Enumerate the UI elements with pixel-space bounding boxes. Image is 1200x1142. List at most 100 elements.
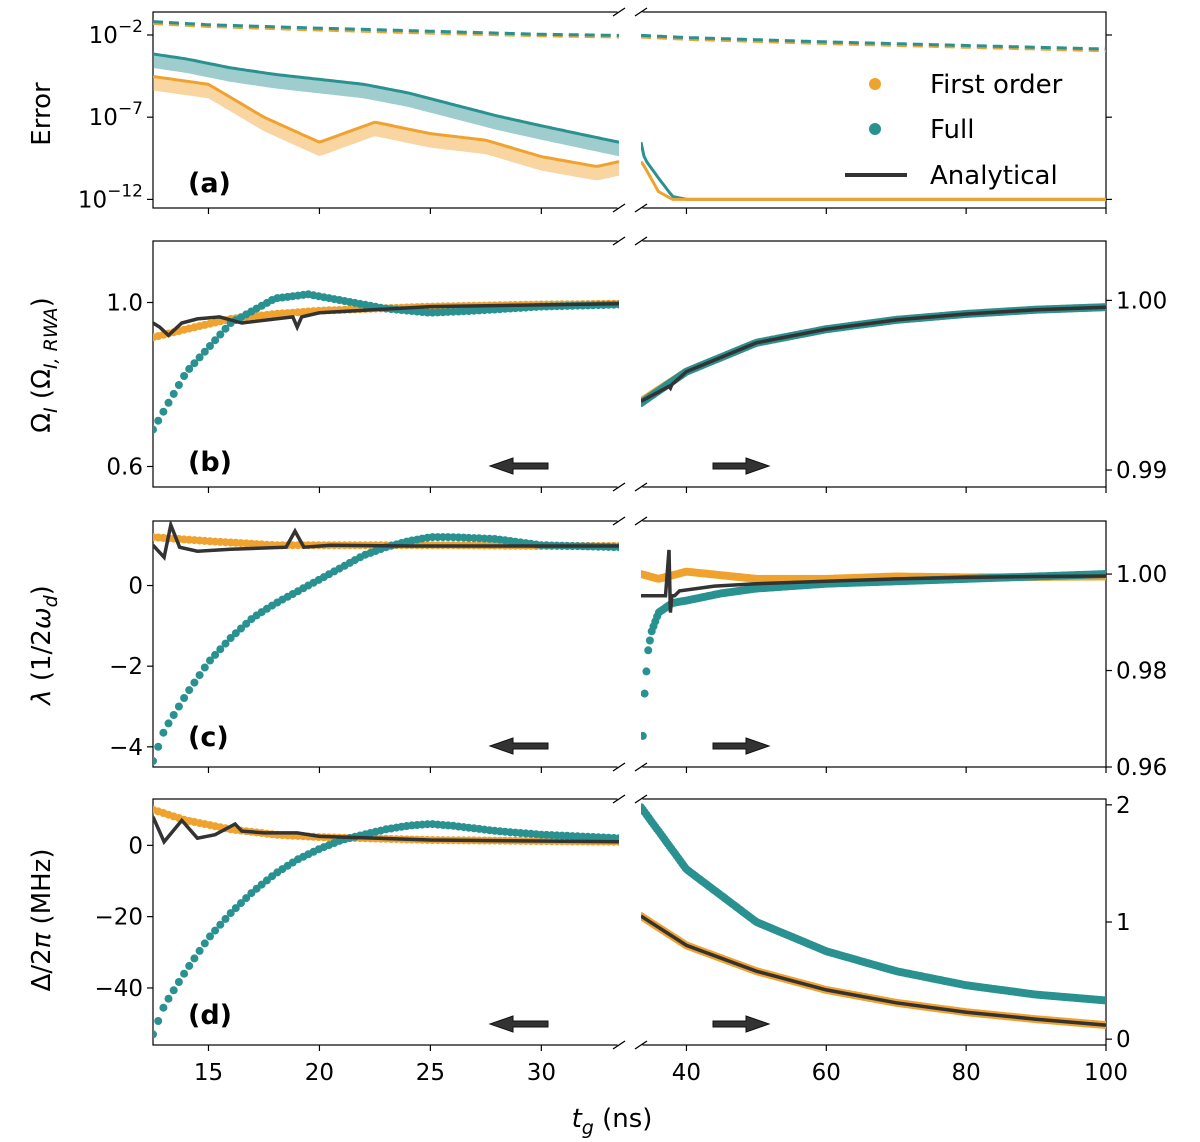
data-point-full [195,946,204,955]
data-point-full [154,416,163,425]
axis-break-mark [612,7,626,17]
right-axis-arrow [712,457,771,475]
data-point-full [200,939,209,948]
left-axis-arrow [488,457,549,475]
x-tick-label: 80 [952,1060,981,1086]
series-line-first-order-bound-dashed-right [641,35,1106,53]
y-tick-label: 0.96 [1116,755,1167,781]
y-tick-label: −2 [109,654,143,680]
plot-area-right [641,303,1106,407]
data-point-full [180,372,189,380]
y-tick-label: 1 [1116,910,1131,936]
data-point-full [242,619,251,628]
legend-marker-full [869,123,881,135]
axes-right-c [640,520,1107,768]
data-point-full [211,650,220,659]
series-line-analytical-right [641,305,1106,403]
data-point-full [190,954,199,963]
x-tick-label: 25 [416,1060,445,1086]
data-point-full [159,728,168,737]
y-tick-label: −40 [94,976,143,1002]
axis-break-mark [634,7,648,17]
data-point-full [644,646,653,655]
panel-b: 1.0 0.6 1.00 0.99 [106,236,1167,493]
data-point-full [641,689,649,698]
plot-area-left [153,805,619,1039]
x-tick-label: 40 [672,1060,701,1086]
series-line-analytical-left [153,301,619,338]
data-point-full [190,359,199,368]
axis-break-mark [634,236,648,246]
y-tick-label: 0 [1116,1027,1131,1053]
left-axis-arrow [488,1015,549,1033]
right-axis-arrow [712,737,771,755]
x-tick-label: 100 [1084,1060,1128,1086]
panel-label-a: (a) [188,168,231,199]
plot-area-right [641,803,1106,1030]
data-point-full [206,342,214,350]
y-tick-label: 1.00 [1116,288,1167,314]
data-point-full [206,656,214,665]
data-point-full [211,336,220,345]
ylabel-d: Δ/2π (MHz) [27,849,57,992]
data-point-full [159,407,168,416]
data-point-full [190,678,199,687]
x-tick-label: 15 [194,1060,223,1086]
axes-right-d [640,798,1107,1046]
data-point-full [221,324,230,333]
panel-c: 0 −2 −4 1.00 0.98 0.96 [109,516,1167,781]
data-point-full [221,639,230,648]
series-line-full-bound-dashed-right [641,33,1106,51]
data-point-full [153,757,157,765]
axis-break-mark [634,1040,648,1050]
data-point-full [200,663,209,672]
plot-area-left [153,20,619,181]
data-point-full [174,978,183,986]
data-point-full [159,1003,168,1012]
data-point-full [226,634,235,642]
svg-text:Δ/2π (MHz): Δ/2π (MHz) [27,849,57,992]
axis-break-mark [634,794,648,804]
xlabel: tg (ns) [572,1104,653,1139]
axis-break-mark [634,516,648,526]
plot-area-right [641,549,1106,740]
data-point-full [216,645,225,654]
data-point-full [169,986,178,995]
error-band-full [153,54,619,157]
data-point-full [164,398,173,407]
data-point-full [185,686,194,695]
axis-break-mark [634,203,648,213]
svg-text:ΩI (ΩI, RWA): ΩI (ΩI, RWA) [27,297,62,433]
data-point-full [641,731,647,740]
plot-area-left [153,290,619,434]
axis-break-mark [612,482,626,492]
y-tick-label: 10−12 [78,181,143,213]
ylabel-a: Error [27,82,57,146]
panel-label-d: (d) [188,1000,232,1031]
y-tick-label: 0 [128,574,143,600]
axis-break-mark [612,762,626,772]
data-point-full [180,694,189,702]
y-tick-label: 0.99 [1116,458,1167,484]
y-tick-label: 1.0 [106,291,143,317]
x-tick-label: 30 [527,1060,556,1086]
y-tick-label: 10−7 [89,99,143,131]
svg-text:tg (ns): tg (ns) [572,1104,653,1139]
data-point-full [231,904,240,913]
axis-break-mark [634,482,648,492]
legend: First order Full Analytical [845,70,1063,191]
axis-break-mark [612,516,626,526]
data-point-full [174,381,183,389]
data-point-full [231,629,240,638]
data-point-full [642,667,651,676]
series-line-analytical-left [153,521,619,562]
panel-label-c: (c) [188,722,229,753]
y-tick-label: −4 [109,735,143,761]
y-tick-label: 2 [1116,793,1131,819]
x-tick-label: 60 [812,1060,841,1086]
legend-label-first-order: First order [930,70,1063,100]
axis-break-mark [612,236,626,246]
left-axis-arrow [488,737,549,755]
data-point-full [216,330,225,339]
plot-area-left [153,521,619,765]
